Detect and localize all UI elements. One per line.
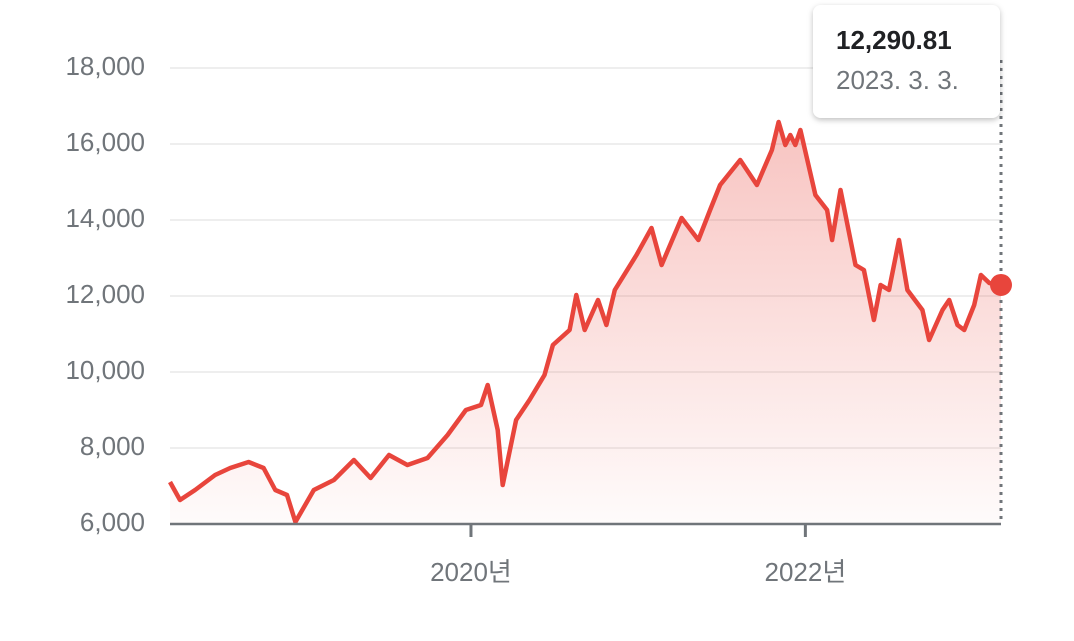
y-tick-label: 16,000 <box>65 127 145 157</box>
y-tick-label: 18,000 <box>65 51 145 81</box>
plot: 6,000 8,000 10,000 12,000 14,000 16,000 18,000… <box>65 5 1012 587</box>
y-tick-label: 6,000 <box>80 507 145 537</box>
tooltip: 12,290.81 2023. 3. 3. <box>813 5 1000 118</box>
y-tick-label: 14,000 <box>65 203 145 233</box>
x-tick-label: 2022년 <box>764 557 846 587</box>
end-point <box>990 273 1012 296</box>
y-tick-label: 8,000 <box>80 431 145 461</box>
tooltip-date: 2023. 3. 3. <box>836 65 959 95</box>
area <box>170 122 1001 524</box>
line <box>168 119 1002 525</box>
tooltip-box <box>813 5 1000 118</box>
y-tick-label: 12,000 <box>65 279 145 309</box>
tooltip-value: 12,290.81 <box>836 25 952 55</box>
x-tick-label: 2020년 <box>430 557 512 587</box>
y-tick-label: 10,000 <box>65 355 145 385</box>
